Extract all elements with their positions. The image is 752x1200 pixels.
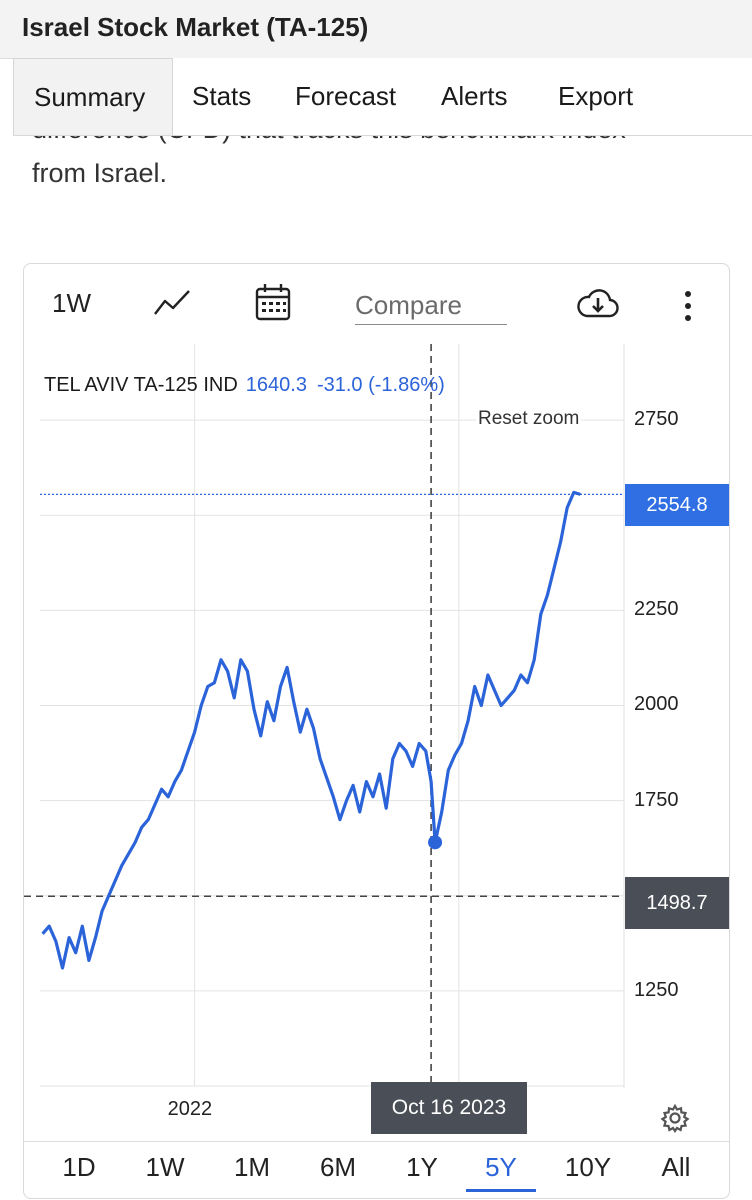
- range-1y[interactable]: 1Y: [406, 1152, 438, 1182]
- compare-input[interactable]: [355, 286, 507, 325]
- x-tick-label: 2022: [167, 1098, 213, 1120]
- range-1m[interactable]: 1M: [233, 1152, 271, 1182]
- intro-text-partial: difference (CFD) that tracks this benchm…: [32, 136, 732, 154]
- range-10y[interactable]: 10Y: [564, 1152, 612, 1182]
- settings-gear-icon[interactable]: [660, 1103, 690, 1138]
- tab-forecast[interactable]: Forecast: [295, 81, 397, 111]
- intro-text-line2: from Israel.: [32, 158, 168, 188]
- tab-summary[interactable]: Summary: [13, 58, 173, 135]
- chart-svg: [24, 344, 625, 1088]
- tab-export[interactable]: Export: [558, 81, 634, 111]
- intro-text-line1: difference (CFD) that tracks this benchm…: [32, 136, 626, 145]
- y-tick-label: 2000: [634, 693, 679, 716]
- app-header: Israel Stock Market (TA-125): [0, 0, 752, 59]
- last-value-label: 2554.8: [625, 484, 729, 526]
- range-5y[interactable]: 5Y: [466, 1152, 536, 1192]
- series-value: 1640.3: [245, 374, 307, 396]
- highlight-point: [428, 835, 443, 850]
- range-6m[interactable]: 6M: [319, 1152, 357, 1182]
- crosshair-date-label: Oct 16 2023: [371, 1082, 527, 1134]
- line-chart-icon[interactable]: [152, 286, 192, 325]
- range-1w[interactable]: 1W: [145, 1152, 185, 1182]
- more-vertical-icon[interactable]: [681, 289, 695, 328]
- series-change: -31.0 (-1.86%): [316, 374, 445, 396]
- crosshair-value-label: 1498.7: [625, 877, 729, 929]
- range-1d[interactable]: 1D: [62, 1152, 96, 1182]
- range-selector: 1D 1W 1M 6M 1Y 5Y 10Y All: [24, 1141, 729, 1198]
- chart-card: 1W: [23, 263, 730, 1199]
- chart-toolbar: 1W: [24, 264, 729, 344]
- y-tick-label: 2750: [634, 408, 679, 431]
- y-tick-label: 2250: [634, 598, 679, 621]
- tab-alerts[interactable]: Alerts: [441, 81, 508, 111]
- tab-bar: Summary Stats Forecast Alerts Export: [13, 58, 752, 136]
- tab-stats[interactable]: Stats: [192, 81, 252, 111]
- chart-plot-area[interactable]: TEL AVIV TA-125 IND 1640.3 -31.0 (-1.86%) …: [24, 344, 729, 1134]
- page-title: Israel Stock Market (TA-125): [22, 12, 369, 42]
- interval-selector[interactable]: 1W: [52, 288, 91, 318]
- reset-zoom-button[interactable]: Reset zoom: [476, 408, 582, 430]
- series-name: TEL AVIV TA-125 IND: [44, 374, 238, 396]
- series-info: TEL AVIV TA-125 IND 1640.3 -31.0 (-1.86%): [44, 374, 445, 397]
- y-tick-label: 1250: [634, 978, 679, 1001]
- calendar-icon[interactable]: [254, 282, 292, 327]
- series-line: [41, 490, 581, 970]
- range-all[interactable]: All: [661, 1152, 691, 1182]
- y-tick-label: 1750: [634, 788, 679, 811]
- download-cloud-icon[interactable]: [576, 286, 620, 325]
